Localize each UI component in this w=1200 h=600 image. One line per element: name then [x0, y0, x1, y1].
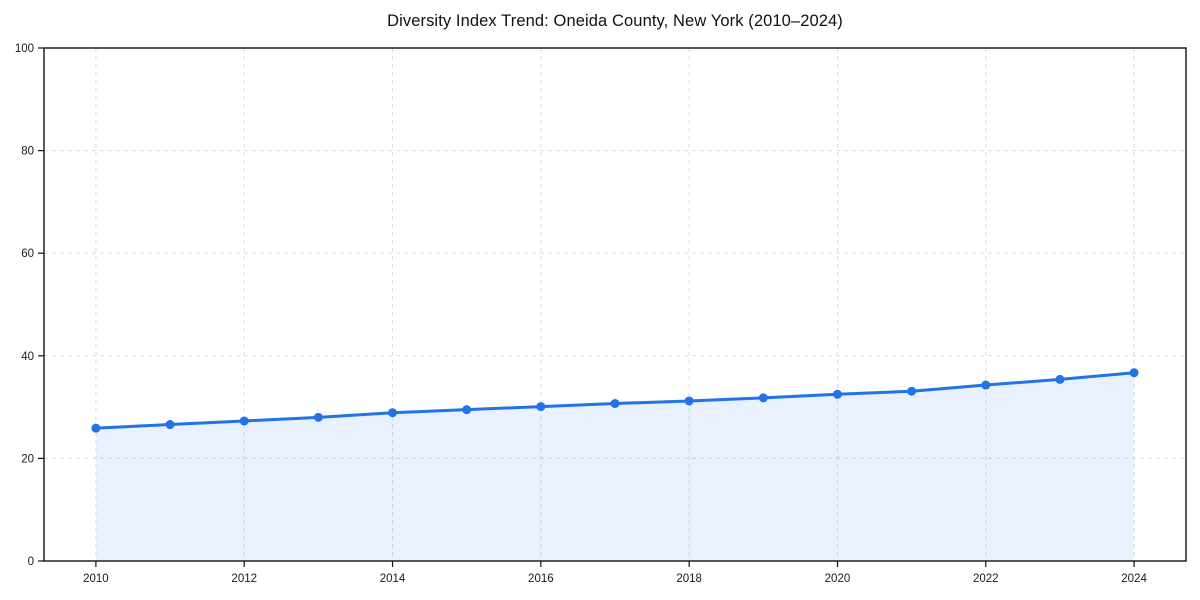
data-point-2010 [91, 423, 101, 433]
area-fill [95, 372, 1135, 561]
data-point-2017 [610, 399, 620, 409]
x-tick-label-2014: 2014 [380, 573, 406, 585]
data-point-2012 [239, 416, 249, 426]
plot-border [43, 47, 1187, 562]
x-tick-label-2022: 2022 [973, 573, 999, 585]
x-tick-label-2010: 2010 [83, 573, 109, 585]
data-point-2020 [832, 389, 842, 399]
data-point-2014 [388, 408, 398, 418]
data-point-2022 [981, 380, 991, 390]
x-tick-label-2020: 2020 [825, 573, 851, 585]
data-point-2013 [313, 412, 323, 422]
data-point-2023 [1055, 374, 1065, 384]
x-tick-label-2024: 2024 [1121, 573, 1147, 585]
x-tick-label-2016: 2016 [528, 573, 554, 585]
data-point-2011 [165, 420, 175, 430]
y-tick-label-60: 60 [21, 248, 34, 260]
x-tick-label-2012: 2012 [231, 573, 257, 585]
data-point-2015 [462, 405, 472, 415]
y-tick-label-40: 40 [21, 351, 34, 363]
data-point-2016 [536, 402, 546, 412]
y-tick-label-100: 100 [15, 43, 34, 55]
y-tick-label-20: 20 [21, 453, 34, 465]
data-point-2018 [684, 396, 694, 406]
y-tick-label-0: 0 [28, 556, 34, 568]
data-point-2024 [1129, 368, 1139, 378]
data-point-2019 [758, 393, 768, 403]
y-tick-label-80: 80 [21, 146, 34, 158]
chart-title: Diversity Index Trend: Oneida County, Ne… [387, 12, 843, 30]
x-tick-label-2018: 2018 [676, 573, 702, 585]
data-point-2021 [907, 386, 917, 396]
